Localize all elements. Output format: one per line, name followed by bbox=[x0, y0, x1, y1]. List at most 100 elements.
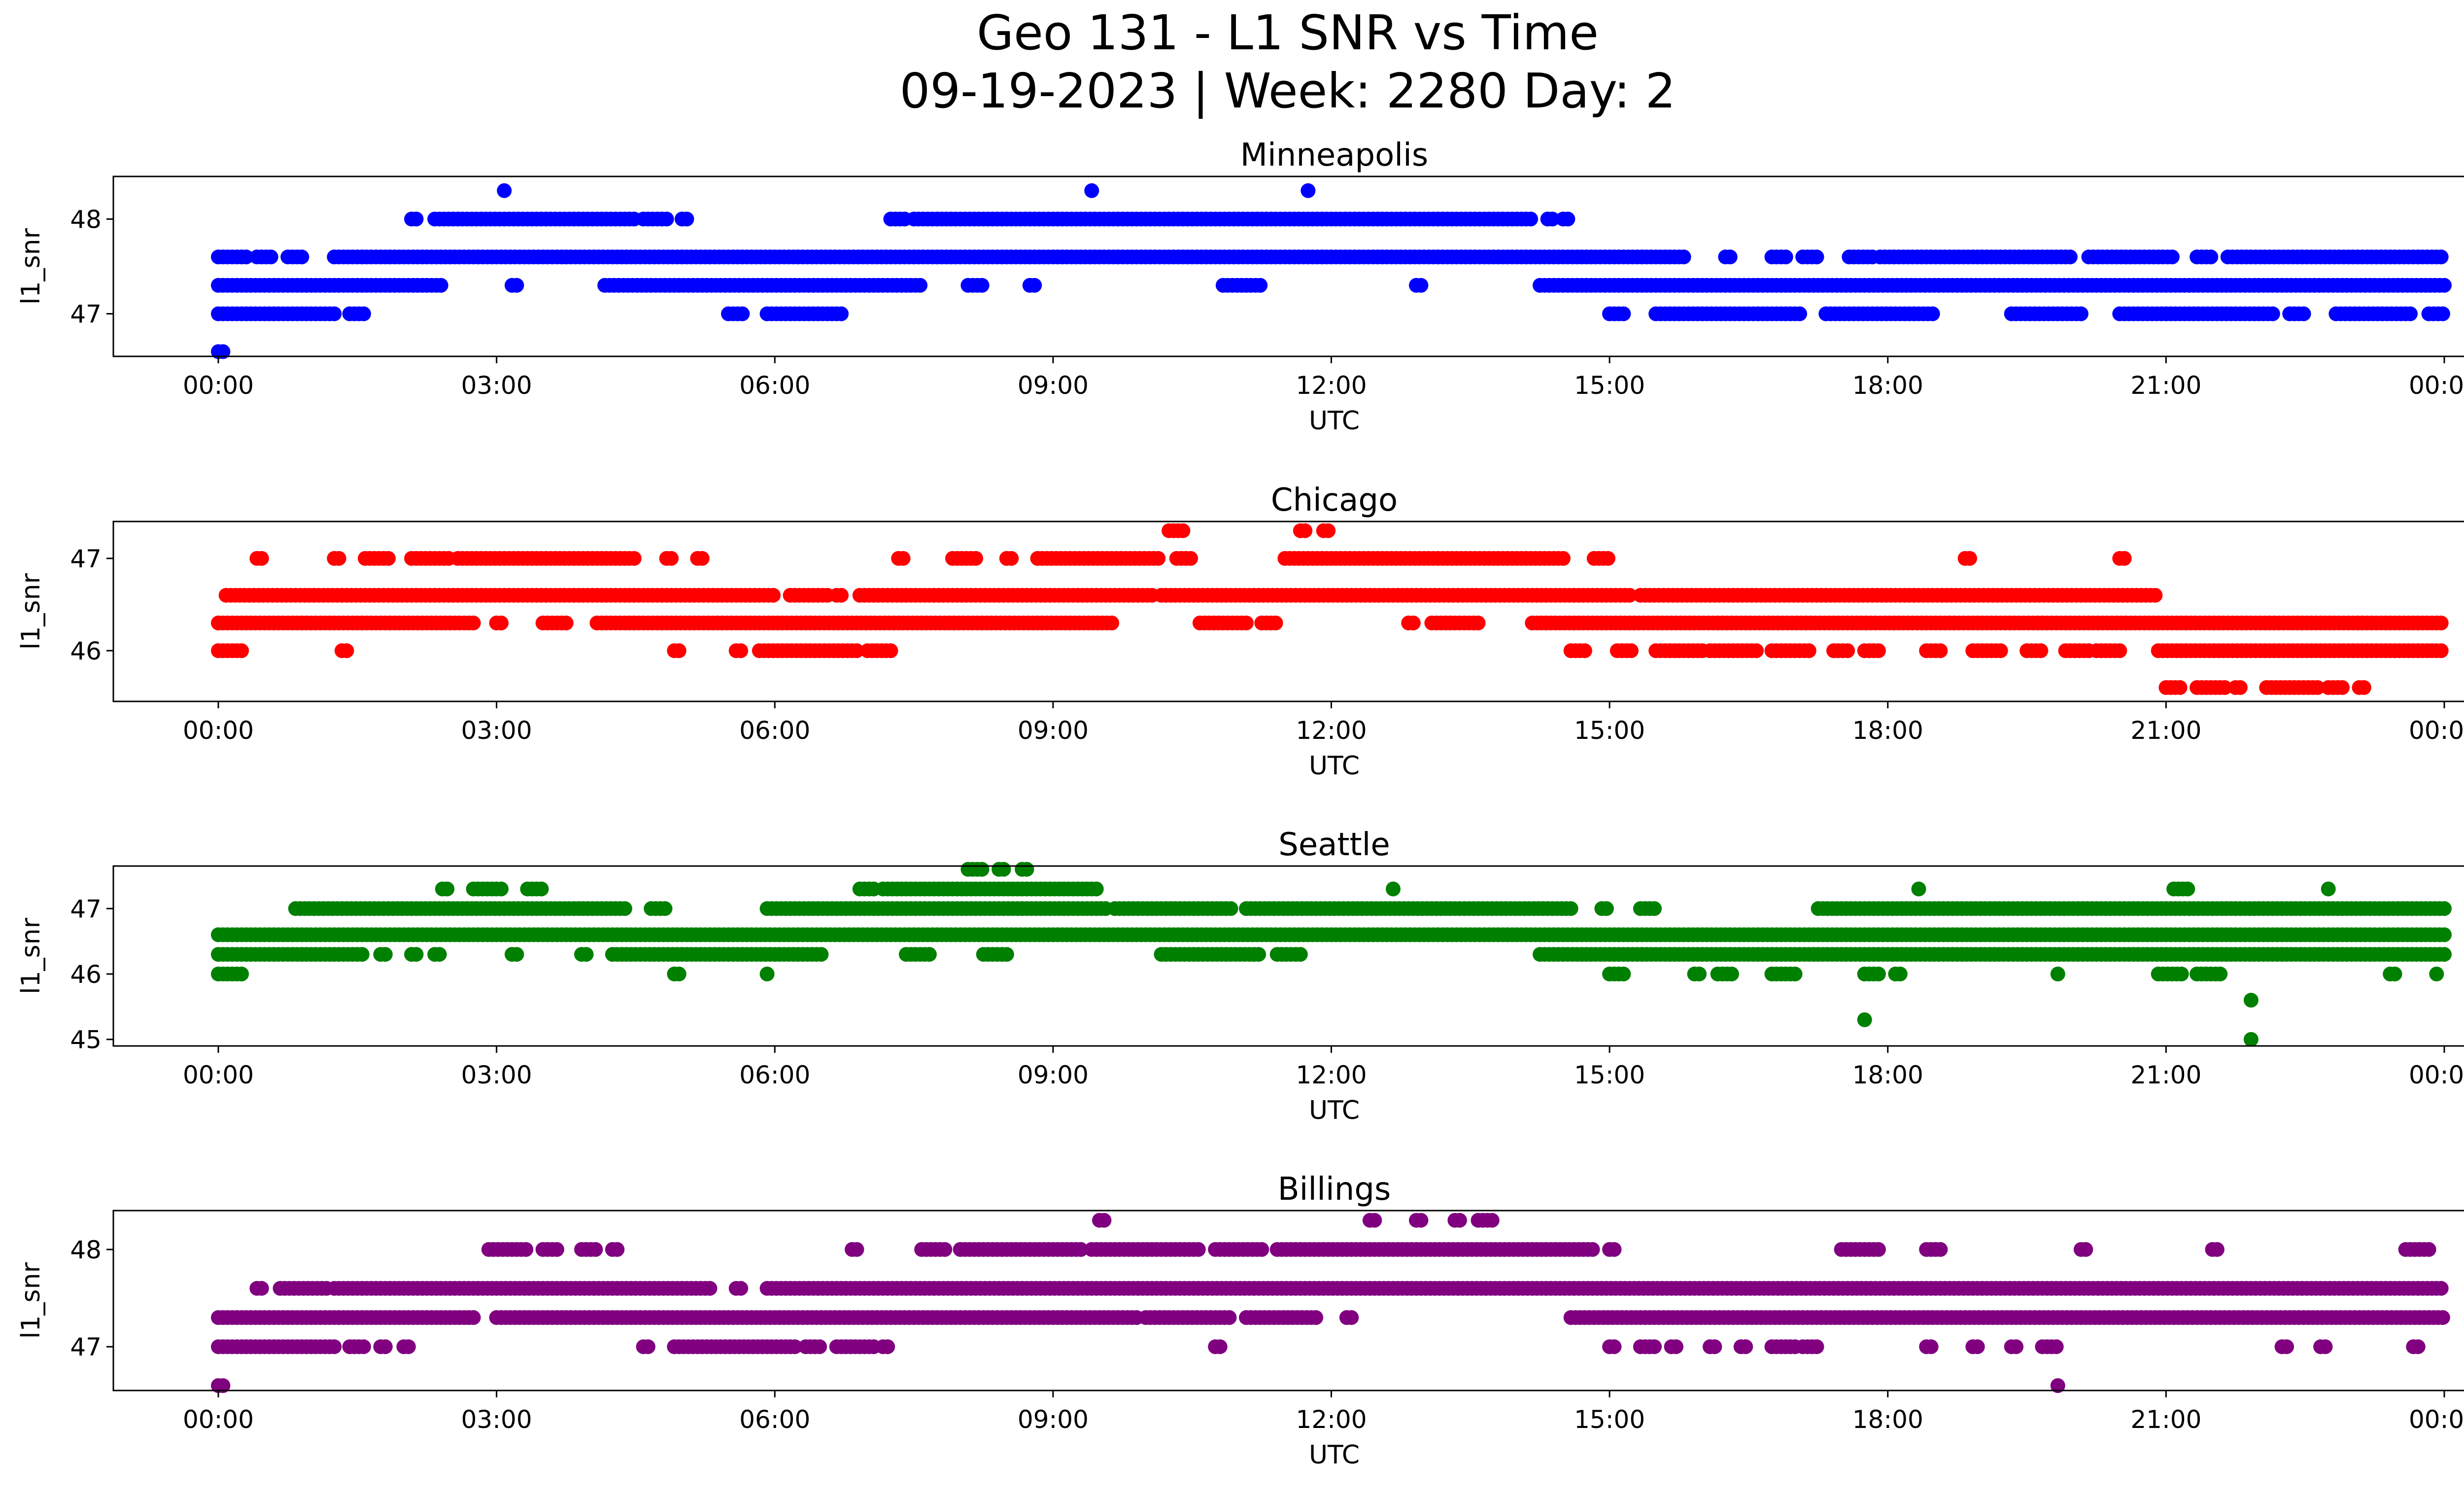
data-point bbox=[1616, 967, 1631, 981]
data-point bbox=[2335, 680, 2350, 695]
y-tick-label: 47 bbox=[70, 1333, 102, 1361]
data-point bbox=[2437, 901, 2452, 916]
data-point bbox=[2180, 881, 2195, 897]
data-point bbox=[694, 551, 710, 566]
x-tick-label: 00:00 bbox=[183, 1061, 254, 1089]
data-point bbox=[354, 947, 370, 962]
x-tick-label: 03:00 bbox=[461, 1061, 532, 1089]
data-point bbox=[432, 947, 447, 962]
data-point bbox=[1923, 1339, 1939, 1355]
data-point bbox=[1871, 1242, 1886, 1257]
data-point bbox=[733, 643, 749, 659]
data-point bbox=[1707, 1339, 1722, 1355]
x-tick-label: 18:00 bbox=[1852, 1061, 1923, 1089]
data-point bbox=[913, 278, 928, 293]
data-point bbox=[2174, 967, 2189, 981]
data-point bbox=[2203, 249, 2219, 265]
data-point bbox=[2296, 306, 2311, 321]
data-point bbox=[1560, 211, 1575, 227]
data-point bbox=[1308, 1310, 1324, 1325]
data-point bbox=[1857, 1012, 1872, 1027]
data-point bbox=[1523, 211, 1539, 227]
data-point bbox=[1089, 881, 1104, 897]
data-point bbox=[356, 1339, 371, 1355]
y-tick-label: 46 bbox=[70, 637, 102, 665]
data-point bbox=[968, 551, 983, 566]
data-point bbox=[2433, 615, 2449, 630]
data-point bbox=[1738, 1339, 1753, 1355]
data-point bbox=[1183, 551, 1198, 566]
x-tick-label: 06:00 bbox=[739, 371, 810, 400]
data-point bbox=[433, 278, 448, 293]
data-point bbox=[401, 1339, 416, 1355]
data-point bbox=[2050, 967, 2065, 981]
data-point bbox=[2279, 1339, 2294, 1355]
data-point bbox=[2410, 1339, 2426, 1355]
data-point bbox=[1027, 278, 1042, 293]
data-point bbox=[2265, 306, 2280, 321]
data-point bbox=[494, 615, 509, 630]
data-point bbox=[671, 967, 686, 981]
x-tick-label: 12:00 bbox=[1296, 716, 1367, 745]
x-tick-label: 09:00 bbox=[1018, 716, 1089, 745]
subplot-title: Chicago bbox=[1271, 482, 1398, 519]
x-tick-label: 12:00 bbox=[1296, 371, 1367, 400]
data-point bbox=[1724, 967, 1739, 981]
data-point bbox=[1749, 643, 1764, 659]
x-tick-label: 00:00 bbox=[2409, 1061, 2464, 1089]
data-point bbox=[2117, 551, 2132, 566]
data-point bbox=[215, 344, 231, 359]
data-point bbox=[1239, 615, 1254, 630]
data-point bbox=[1892, 967, 1908, 981]
data-point bbox=[679, 211, 694, 227]
x-tick-label: 09:00 bbox=[1018, 1405, 1089, 1434]
data-point bbox=[1933, 643, 1948, 659]
data-point bbox=[2217, 680, 2232, 695]
data-point bbox=[2078, 1242, 2093, 1257]
x-tick-label: 15:00 bbox=[1574, 716, 1645, 745]
x-tick-label: 15:00 bbox=[1574, 1405, 1645, 1434]
data-point bbox=[610, 1242, 625, 1257]
data-point bbox=[1607, 1339, 1622, 1355]
x-tick-label: 21:00 bbox=[2130, 1405, 2201, 1434]
data-point bbox=[263, 249, 278, 265]
data-point bbox=[2232, 680, 2248, 695]
data-point bbox=[2429, 967, 2444, 981]
data-point bbox=[518, 1242, 534, 1257]
data-point bbox=[234, 643, 249, 659]
x-tick-label: 03:00 bbox=[461, 716, 532, 745]
data-point bbox=[331, 551, 346, 566]
data-point bbox=[254, 551, 269, 566]
data-point bbox=[1647, 901, 1662, 916]
data-point bbox=[239, 249, 254, 265]
series-points bbox=[211, 183, 2452, 359]
x-tick-label: 06:00 bbox=[739, 1061, 810, 1089]
data-point bbox=[1344, 1310, 1359, 1325]
data-point bbox=[617, 901, 632, 916]
data-point bbox=[2148, 588, 2163, 603]
data-point bbox=[1223, 901, 1238, 916]
data-point bbox=[2387, 967, 2402, 981]
data-point bbox=[641, 1339, 655, 1355]
x-tick-label: 18:00 bbox=[1852, 1405, 1923, 1434]
data-point bbox=[1298, 523, 1313, 538]
data-point bbox=[2164, 249, 2180, 265]
figure-title-line1: Geo 131 - L1 SNR vs Time bbox=[977, 5, 1599, 61]
data-point bbox=[1452, 1213, 1467, 1228]
y-tick-label: 47 bbox=[70, 300, 102, 329]
data-point bbox=[409, 211, 424, 227]
data-point bbox=[1212, 1339, 1228, 1355]
x-tick-label: 21:00 bbox=[2130, 371, 2201, 400]
data-point bbox=[1251, 947, 1266, 962]
data-point bbox=[1962, 551, 1977, 566]
x-tick-label: 21:00 bbox=[2130, 1061, 2201, 1089]
data-point bbox=[664, 551, 679, 566]
x-tick-label: 00:00 bbox=[183, 371, 254, 400]
data-point bbox=[1019, 862, 1034, 877]
data-point bbox=[2112, 643, 2127, 659]
data-point bbox=[2437, 947, 2452, 962]
data-point bbox=[2310, 680, 2325, 695]
data-point bbox=[1253, 278, 1268, 293]
data-point bbox=[381, 551, 396, 566]
